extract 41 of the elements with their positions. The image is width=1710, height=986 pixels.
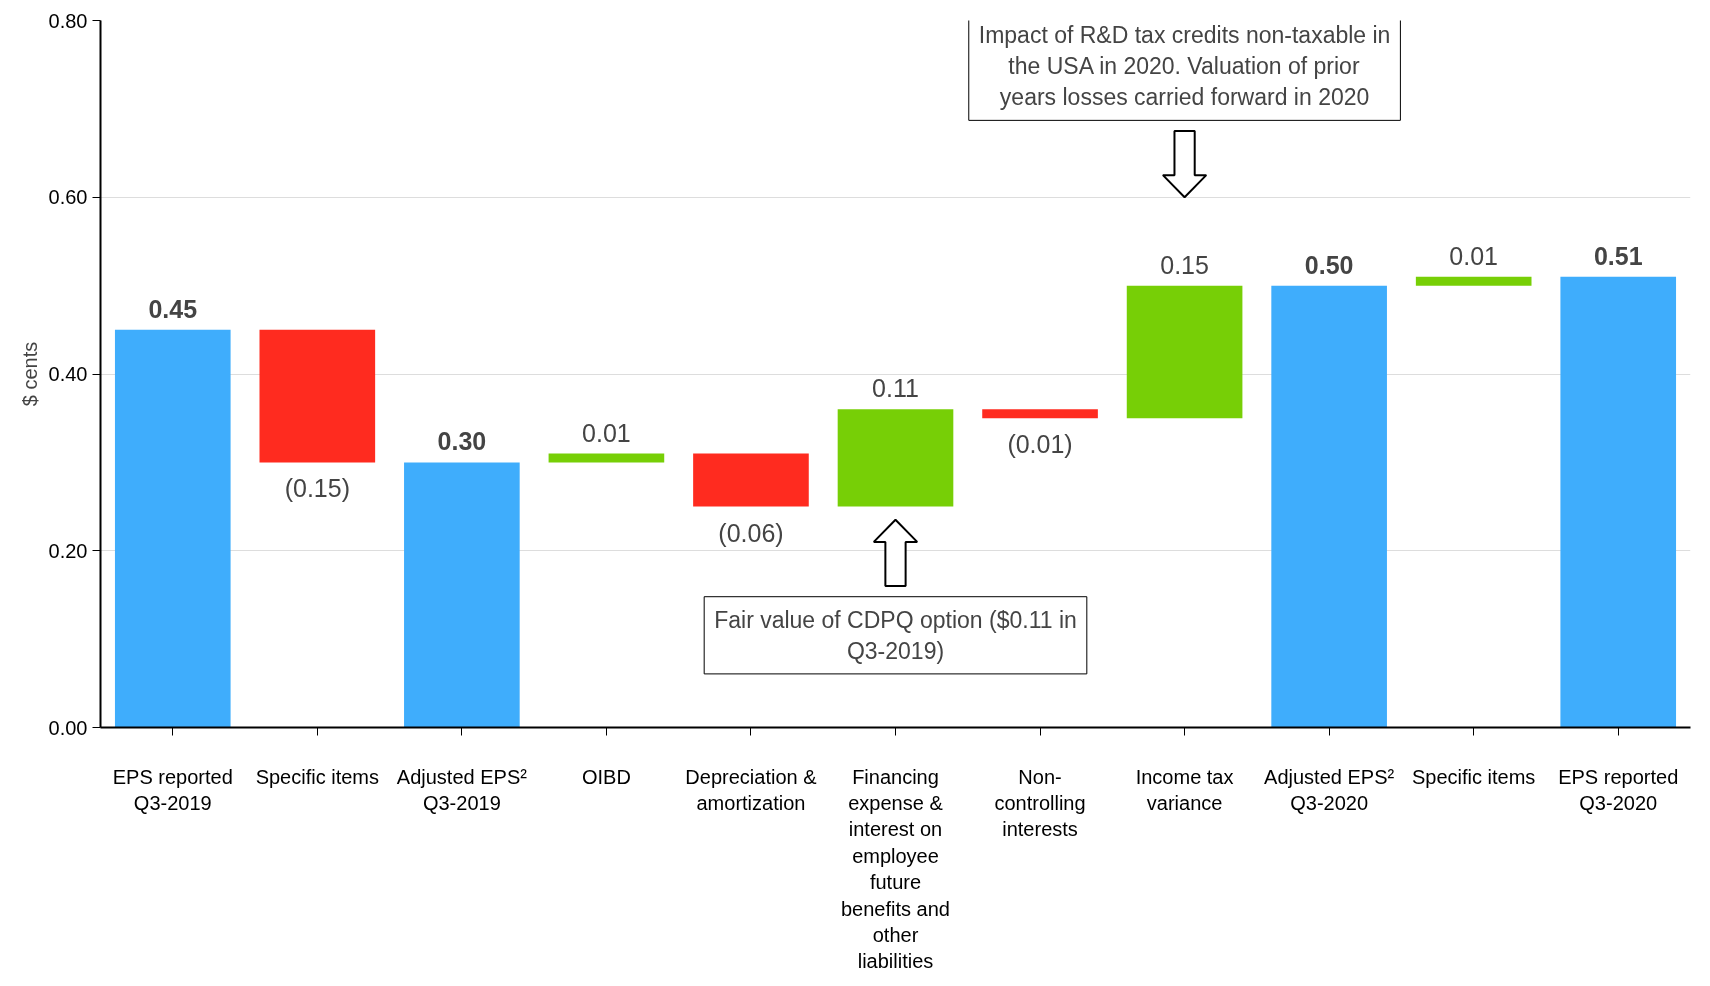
data-label: 0.15: [1160, 250, 1209, 279]
y-tick-label: 0.80: [48, 9, 88, 32]
x-tick-label: EPS reported Q3-2019: [112, 765, 233, 814]
y-tick-label: 0.20: [48, 539, 88, 562]
x-tick-label: Financing expense & interest on employee future benefits and other liabilities: [841, 765, 950, 973]
bar: [1126, 285, 1243, 419]
x-tick-label: Specific items: [1412, 765, 1536, 788]
annotation: Impact of R&D tax credits non-taxable in the USA in 2020. Valuation of prior years losses carried forward in 2020: [978, 21, 1391, 111]
data-label: 0.11: [872, 374, 919, 403]
x-tick-label: Non-controlling interests: [994, 765, 1086, 841]
y-tick-label: 0.60: [48, 186, 88, 209]
y-axis-title: $ cents: [18, 341, 41, 407]
bar: [1271, 285, 1387, 728]
bar: [548, 453, 665, 463]
data-label: (0.01): [1007, 430, 1073, 459]
bar: [837, 409, 954, 507]
bar: [1415, 276, 1532, 286]
x-tick-label: EPS reported Q3-2020: [1558, 765, 1679, 814]
x-tick-label: Adjusted EPS² Q3-2019: [396, 765, 528, 814]
x-tick-label: Income tax variance: [1135, 765, 1234, 814]
bar: [982, 409, 1098, 419]
data-label: 0.01: [1449, 241, 1499, 270]
data-label: 0.50: [1304, 250, 1354, 279]
bar: [693, 453, 809, 507]
data-label: (0.15): [284, 474, 350, 503]
x-tick-label: Depreciation & amortization: [685, 765, 818, 814]
y-tick-label: 0.00: [48, 716, 88, 739]
x-tick-label: OIBD: [581, 765, 631, 788]
bar: [259, 329, 376, 463]
bar: [404, 462, 520, 728]
data-label: (0.06): [718, 518, 784, 547]
annotation: Fair value of CDPQ option ($0.11 in Q3-2019): [714, 606, 1077, 664]
data-label: 0.45: [148, 294, 198, 323]
bar: [1560, 276, 1677, 728]
data-label: 0.01: [582, 418, 631, 447]
data-label: 0.30: [437, 427, 487, 456]
bar: [114, 329, 231, 728]
x-tick-label: Specific items: [255, 765, 380, 788]
data-label: 0.51: [1593, 241, 1643, 270]
y-tick-label: 0.40: [48, 363, 88, 385]
x-tick-label: Adjusted EPS² Q3-2020: [1264, 765, 1395, 814]
